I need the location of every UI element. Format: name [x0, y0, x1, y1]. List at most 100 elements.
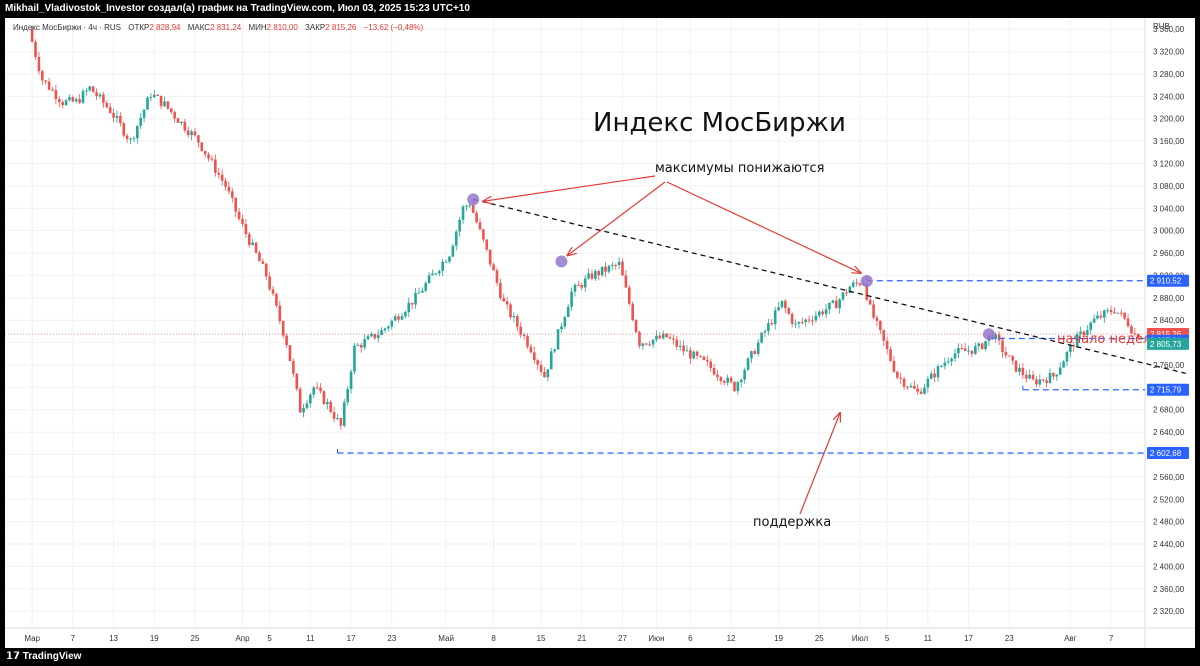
candle-body — [183, 121, 187, 131]
candle-body — [611, 264, 614, 266]
x-tick-label: Мар — [24, 634, 40, 643]
candle-body — [329, 401, 333, 412]
annotation-falling-highs: максимумы понижаются — [655, 161, 825, 176]
candle-body — [492, 264, 495, 271]
badge-2805: 2 805,73 — [1150, 340, 1182, 349]
candle-body — [743, 369, 746, 380]
candle-body — [173, 112, 176, 119]
badge-2805-bg — [1147, 337, 1189, 350]
x-tick-label: 7 — [71, 634, 76, 643]
candle-body — [821, 311, 824, 315]
candle-body — [156, 94, 159, 96]
candle-body — [648, 344, 651, 346]
candle-body — [828, 302, 831, 310]
candle-body — [546, 369, 550, 378]
chart-title: Индекс МосБиржи — [593, 108, 846, 138]
candle-body — [607, 265, 611, 272]
currency-label: RUB — [1153, 22, 1170, 31]
candle-body — [47, 81, 51, 90]
candle-body — [824, 309, 828, 315]
annotation-arrow — [483, 175, 656, 201]
x-tick-label: 19 — [150, 634, 159, 643]
candle-body — [556, 329, 560, 350]
x-tick-label: Авг — [1064, 634, 1077, 643]
x-tick-label: 11 — [924, 634, 933, 643]
candle-body — [193, 131, 197, 136]
candle-body — [946, 361, 950, 363]
candle-body — [912, 385, 916, 389]
y-tick-label: 2 880,00 — [1153, 294, 1185, 303]
candle-body — [892, 360, 896, 372]
candle-body — [254, 242, 258, 253]
candle-body — [322, 391, 326, 405]
candle-body — [397, 316, 400, 320]
candle-body — [909, 385, 913, 388]
tradingview-logo[interactable]: 𝟭𝟳 TradingView — [6, 648, 81, 666]
candle-body — [336, 418, 339, 420]
y-tick-label: 2 520,00 — [1153, 495, 1185, 504]
candle-body — [1123, 312, 1126, 319]
candle-body — [475, 212, 478, 223]
candle-body — [220, 174, 224, 181]
annotation-arrow — [666, 181, 861, 273]
candle-body — [736, 382, 740, 392]
legend-high-label: МАКС — [187, 23, 211, 32]
price-chart[interactable]: Индекс МосБиржи максимумы понижаются начал… — [5, 18, 1195, 648]
candle-body — [1028, 374, 1031, 379]
y-tick-label: 3 160,00 — [1153, 137, 1185, 146]
candle-body — [1011, 356, 1014, 361]
candle-body — [421, 290, 424, 293]
candle-body — [549, 351, 553, 370]
candle-body — [163, 101, 166, 107]
chart-area[interactable]: Индекс МосБиржи максимумы понижаются начал… — [5, 18, 1195, 648]
candle-body — [366, 336, 370, 340]
x-tick-label: 23 — [1005, 634, 1014, 643]
candle-body — [387, 326, 390, 329]
candle-body — [672, 338, 675, 340]
footer-bar: 𝟭𝟳 TradingView — [0, 648, 1200, 666]
candle-body — [112, 112, 115, 118]
symbol-legend: Индекс МосБиржи · 4ч · RUS ОТКР2 828,94 … — [13, 23, 423, 32]
candle-body — [770, 323, 774, 325]
candle-body — [149, 97, 153, 99]
candle-body — [695, 351, 699, 356]
candle-body — [1102, 310, 1106, 318]
y-tick-label: 3 200,00 — [1153, 115, 1185, 124]
candle-body — [739, 379, 743, 383]
candle-body — [275, 293, 278, 306]
badge-2715: 2 715,79 — [1150, 386, 1182, 395]
candle-body — [315, 387, 319, 389]
candle-body — [451, 245, 455, 257]
candle-body — [1072, 345, 1076, 347]
trendline — [473, 198, 1186, 374]
candle-body — [597, 271, 601, 276]
x-tick-label: Апр — [235, 634, 250, 643]
candle-body — [312, 387, 316, 395]
candle-body — [621, 261, 624, 276]
candle-body — [427, 275, 431, 284]
candle-body — [400, 316, 404, 320]
candle-body — [1021, 367, 1025, 375]
candle-body — [763, 331, 767, 333]
candle-body — [1069, 345, 1072, 352]
x-tick-label: 25 — [815, 634, 824, 643]
candle-body — [332, 411, 336, 419]
candle-body — [709, 361, 713, 369]
candle-body — [522, 334, 526, 337]
candle-body — [1075, 334, 1079, 347]
candle-body — [553, 349, 556, 352]
candle-body — [231, 191, 234, 198]
annotation-support: поддержка — [753, 515, 831, 530]
y-tick-label: 3 280,00 — [1153, 70, 1185, 79]
attribution-bar: Mikhail_Vladivostok_Investor создал(а) г… — [0, 0, 1200, 18]
candle-body — [577, 284, 580, 286]
candle-body — [600, 266, 604, 276]
y-tick-label: 3 040,00 — [1153, 204, 1185, 213]
candle-body — [838, 299, 841, 309]
x-tick-label: 5 — [267, 634, 272, 643]
x-tick-label: 5 — [885, 634, 890, 643]
candle-body — [790, 313, 794, 324]
candle-body — [1119, 312, 1123, 314]
candle-body — [268, 276, 271, 290]
badge-2602: 2 602,68 — [1150, 449, 1182, 458]
